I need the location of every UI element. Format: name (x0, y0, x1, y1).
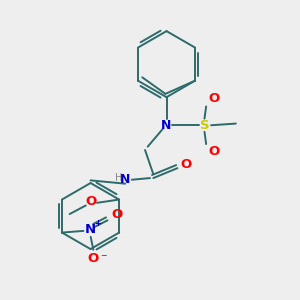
Text: ⁻: ⁻ (100, 253, 106, 266)
Text: N: N (120, 173, 130, 186)
Text: O: O (85, 195, 97, 208)
Text: O: O (209, 92, 220, 105)
Text: S: S (200, 119, 209, 132)
Text: H: H (115, 173, 122, 183)
Text: N: N (85, 223, 96, 236)
Text: O: O (88, 253, 99, 266)
Text: O: O (181, 158, 192, 171)
Text: O: O (112, 208, 123, 221)
Text: +: + (94, 219, 101, 228)
Text: N: N (161, 119, 172, 132)
Text: O: O (209, 145, 220, 158)
